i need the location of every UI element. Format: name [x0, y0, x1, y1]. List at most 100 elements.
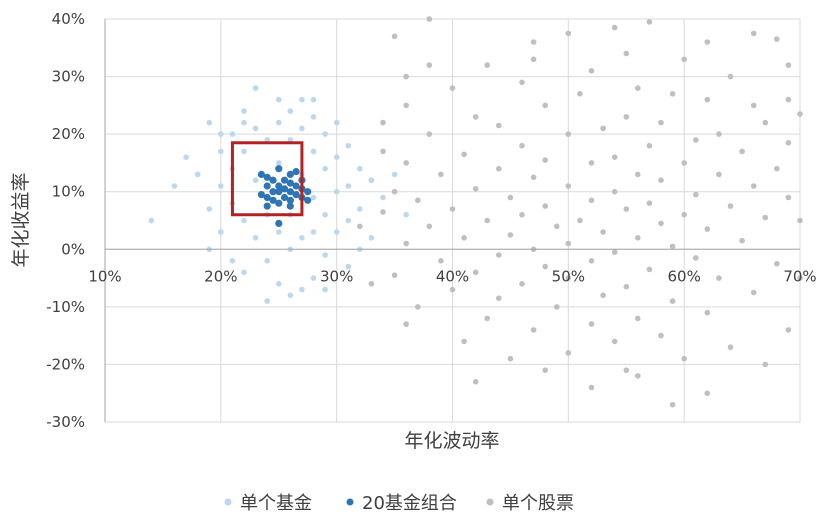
- data-point: [310, 96, 317, 103]
- data-point: [693, 191, 699, 198]
- data-point: [750, 183, 757, 189]
- data-point: [292, 191, 300, 199]
- x-axis-title: 年化波动率: [404, 430, 499, 452]
- data-point: [426, 223, 433, 230]
- data-point: [496, 165, 502, 172]
- data-point: [461, 235, 467, 241]
- data-point: [496, 122, 502, 129]
- data-point: [669, 243, 676, 250]
- x-tick-label: 70%: [783, 267, 816, 285]
- data-point: [600, 229, 606, 235]
- data-point: [496, 252, 502, 258]
- data-point: [241, 269, 247, 276]
- data-point: [299, 286, 305, 293]
- legend: 单个基金 20基金组合 单个股票: [224, 493, 574, 514]
- data-point: [785, 96, 792, 103]
- tick-labels: 40%30%20%10%0%-10%-20%-30%10% 20% 30% 40% 50…: [46, 10, 816, 431]
- legend-marker: [224, 498, 232, 506]
- x-tick-label: 10%: [88, 267, 121, 285]
- series-layer: [148, 16, 803, 408]
- data-point: [276, 96, 282, 103]
- series-2: [257, 165, 312, 227]
- legend-marker: [486, 498, 494, 506]
- data-point: [322, 211, 328, 218]
- x-tick-label: 30%: [320, 267, 353, 285]
- data-point: [797, 217, 803, 224]
- data-point: [357, 206, 363, 212]
- data-point: [762, 361, 769, 368]
- data-point: [304, 188, 312, 196]
- data-point: [669, 401, 676, 408]
- data-point: [472, 269, 479, 276]
- data-point: [635, 85, 641, 91]
- data-point: [276, 281, 282, 287]
- data-point: [750, 102, 757, 109]
- data-point: [357, 223, 363, 230]
- data-point: [530, 39, 537, 45]
- data-point: [304, 196, 312, 204]
- data-point: [438, 171, 444, 178]
- data-point: [276, 229, 282, 235]
- data-point: [280, 193, 289, 202]
- data-point: [218, 131, 224, 137]
- data-point: [588, 197, 595, 204]
- y-tick-label: 0%: [61, 240, 85, 258]
- data-point: [276, 119, 282, 126]
- data-point: [257, 191, 265, 199]
- data-point: [785, 62, 792, 68]
- axes: [104, 19, 800, 422]
- data-point: [635, 171, 641, 178]
- data-point: [646, 266, 653, 273]
- data-point: [403, 102, 410, 109]
- data-point: [554, 223, 560, 230]
- data-point: [542, 203, 548, 209]
- data-point: [750, 289, 757, 296]
- data-point: [275, 199, 283, 207]
- data-point: [241, 148, 247, 155]
- data-point: [774, 36, 780, 42]
- data-point: [426, 62, 433, 68]
- data-point: [218, 148, 224, 155]
- data-point: [299, 125, 305, 132]
- data-point: [252, 85, 259, 91]
- data-point: [183, 154, 189, 160]
- data-point: [519, 142, 525, 149]
- data-point: [391, 33, 398, 40]
- data-point: [206, 119, 213, 126]
- data-point: [280, 176, 289, 184]
- x-tick-label: 40%: [436, 267, 469, 285]
- data-point: [333, 154, 340, 160]
- data-point: [658, 177, 664, 183]
- data-point: [368, 177, 375, 183]
- data-point: [623, 114, 630, 120]
- data-point: [299, 235, 305, 241]
- data-point: [565, 240, 572, 247]
- y-axis-title: 年化收益率: [10, 172, 32, 267]
- data-point: [507, 355, 514, 362]
- data-point: [669, 298, 676, 304]
- data-point: [588, 321, 595, 327]
- data-point: [322, 252, 328, 258]
- data-point: [438, 258, 444, 264]
- data-point: [286, 196, 294, 204]
- data-point: [275, 165, 283, 173]
- data-point: [252, 125, 259, 132]
- y-tick-label: 40%: [52, 10, 85, 28]
- data-point: [646, 19, 653, 25]
- data-point: [785, 327, 792, 333]
- data-point: [286, 188, 294, 196]
- data-point: [229, 258, 236, 264]
- y-tick-label: 30%: [52, 68, 85, 86]
- data-point: [252, 177, 259, 183]
- data-point: [774, 165, 780, 172]
- data-point: [588, 160, 595, 166]
- data-point: [658, 332, 664, 339]
- data-point: [565, 275, 572, 281]
- data-point: [496, 295, 502, 302]
- data-point: [269, 176, 277, 184]
- data-point: [693, 255, 699, 261]
- data-point: [739, 237, 745, 244]
- data-point: [171, 183, 178, 189]
- data-point: [542, 367, 548, 374]
- data-point: [218, 183, 224, 189]
